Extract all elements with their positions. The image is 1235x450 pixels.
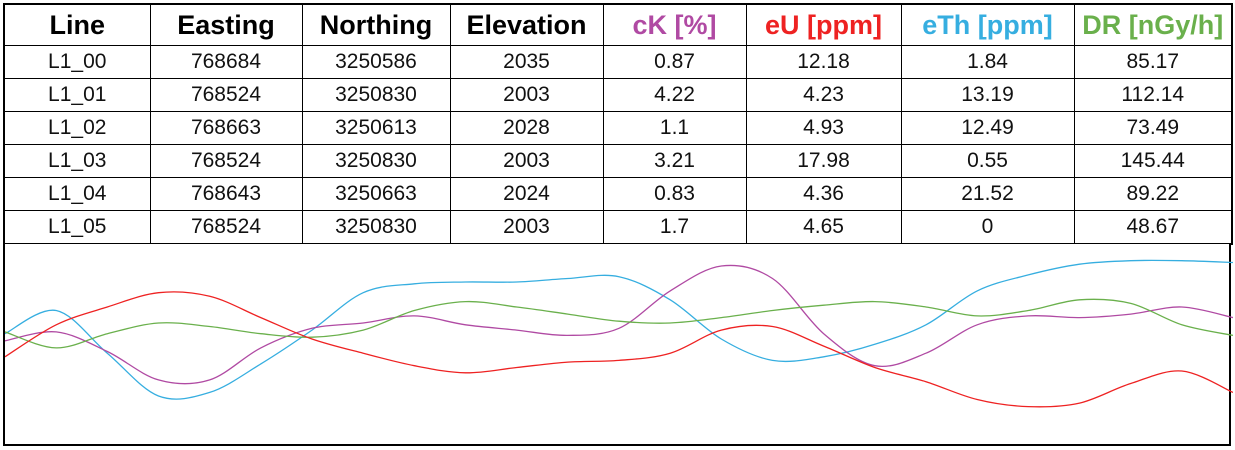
table-cell: 73.49: [1073, 111, 1233, 145]
table-cell: 0: [900, 210, 1075, 245]
table-cell: 1.84: [900, 45, 1075, 79]
table-cell: 21.52: [900, 177, 1075, 211]
table-cell: 768524: [149, 78, 303, 112]
table-cell: 4.23: [745, 78, 902, 112]
table-cell: L1_04: [3, 177, 151, 211]
table-cell: 4.36: [745, 177, 902, 211]
table-cell: 2003: [449, 210, 604, 245]
column-header: Elevation: [449, 3, 604, 46]
table-cell: 2028: [449, 111, 604, 145]
table-cell: 12.18: [745, 45, 902, 79]
series-line-1: [5, 264, 1233, 385]
table-cell: 3250613: [301, 111, 451, 145]
table-cell: 3250663: [301, 177, 451, 211]
column-header: Line: [3, 3, 151, 46]
table-cell: 1.7: [602, 210, 747, 245]
table-cell: 3.21: [602, 144, 747, 178]
series-line-2: [5, 298, 1233, 349]
table-cell: 17.98: [745, 144, 902, 178]
table-cell: 4.22: [602, 78, 747, 112]
table-row: L1_01 768524 3250830 2003 4.22 4.23 13.19 112.1…: [3, 78, 1233, 112]
table-cell: L1_02: [3, 111, 151, 145]
table-cell: L1_00: [3, 45, 151, 79]
table-cell: 1.1: [602, 111, 747, 145]
table-row: L1_03 768524 3250830 2003 3.21 17.98 0.55 145.4…: [3, 144, 1233, 178]
table-cell: 2035: [449, 45, 604, 79]
header-row: Line Easting Northing Elevation cK [%] eU [pp…: [3, 3, 1233, 46]
table-row: L1_05 768524 3250830 2003 1.7 4.65 0 48.67: [3, 210, 1233, 245]
table-cell: 0.83: [602, 177, 747, 211]
column-header: eU [ppm]: [745, 3, 902, 46]
column-header: Easting: [149, 3, 303, 46]
table-cell: 4.93: [745, 111, 902, 145]
table-cell: 768684: [149, 45, 303, 79]
column-header: Northing: [301, 3, 451, 46]
table-cell: 2003: [449, 144, 604, 178]
table-cell: 12.49: [900, 111, 1075, 145]
series-line-3: [5, 291, 1233, 408]
table-cell: L1_01: [3, 78, 151, 112]
table-cell: 768524: [149, 144, 303, 178]
table-cell: 4.65: [745, 210, 902, 245]
line-chart: [3, 244, 1233, 446]
table-cell: 768643: [149, 177, 303, 211]
table-cell: 13.19: [900, 78, 1075, 112]
table-cell: 2024: [449, 177, 604, 211]
table-cell: 768524: [149, 210, 303, 245]
series-line-0: [5, 259, 1233, 400]
table-cell: 0.55: [900, 144, 1075, 178]
table-cell: L1_05: [3, 210, 151, 245]
chart-plot-area: [5, 259, 1233, 408]
table-cell: 3250830: [301, 210, 451, 245]
column-header: DR [nGy/h]: [1073, 3, 1233, 46]
table-cell: 768663: [149, 111, 303, 145]
table-cell: 3250830: [301, 144, 451, 178]
table-cell: 85.17: [1073, 45, 1233, 79]
data-table: Line Easting Northing Elevation cK [%] eU [pp…: [3, 3, 1233, 245]
table-cell: 89.22: [1073, 177, 1233, 211]
table-body: L1_00 768684 3250586 2035 0.87 12.18 1.84 85.17…: [3, 45, 1233, 245]
table-row: L1_00 768684 3250586 2035 0.87 12.18 1.84 85.17: [3, 45, 1233, 79]
table-cell: 145.44: [1073, 144, 1233, 178]
table-cell: 0.87: [602, 45, 747, 79]
table-row: L1_02 768663 3250613 2028 1.1 4.93 12.49 73.49: [3, 111, 1233, 145]
table-cell: 112.14: [1073, 78, 1233, 112]
column-header: eTh [ppm]: [900, 3, 1075, 46]
column-header: cK [%]: [602, 3, 747, 46]
table-cell: L1_03: [3, 144, 151, 178]
table-cell: 48.67: [1073, 210, 1233, 245]
table-cell: 3250830: [301, 78, 451, 112]
table-cell: 3250586: [301, 45, 451, 79]
table-cell: 2003: [449, 78, 604, 112]
table-row: L1_04 768643 3250663 2024 0.83 4.36 21.52 89.22: [3, 177, 1233, 211]
